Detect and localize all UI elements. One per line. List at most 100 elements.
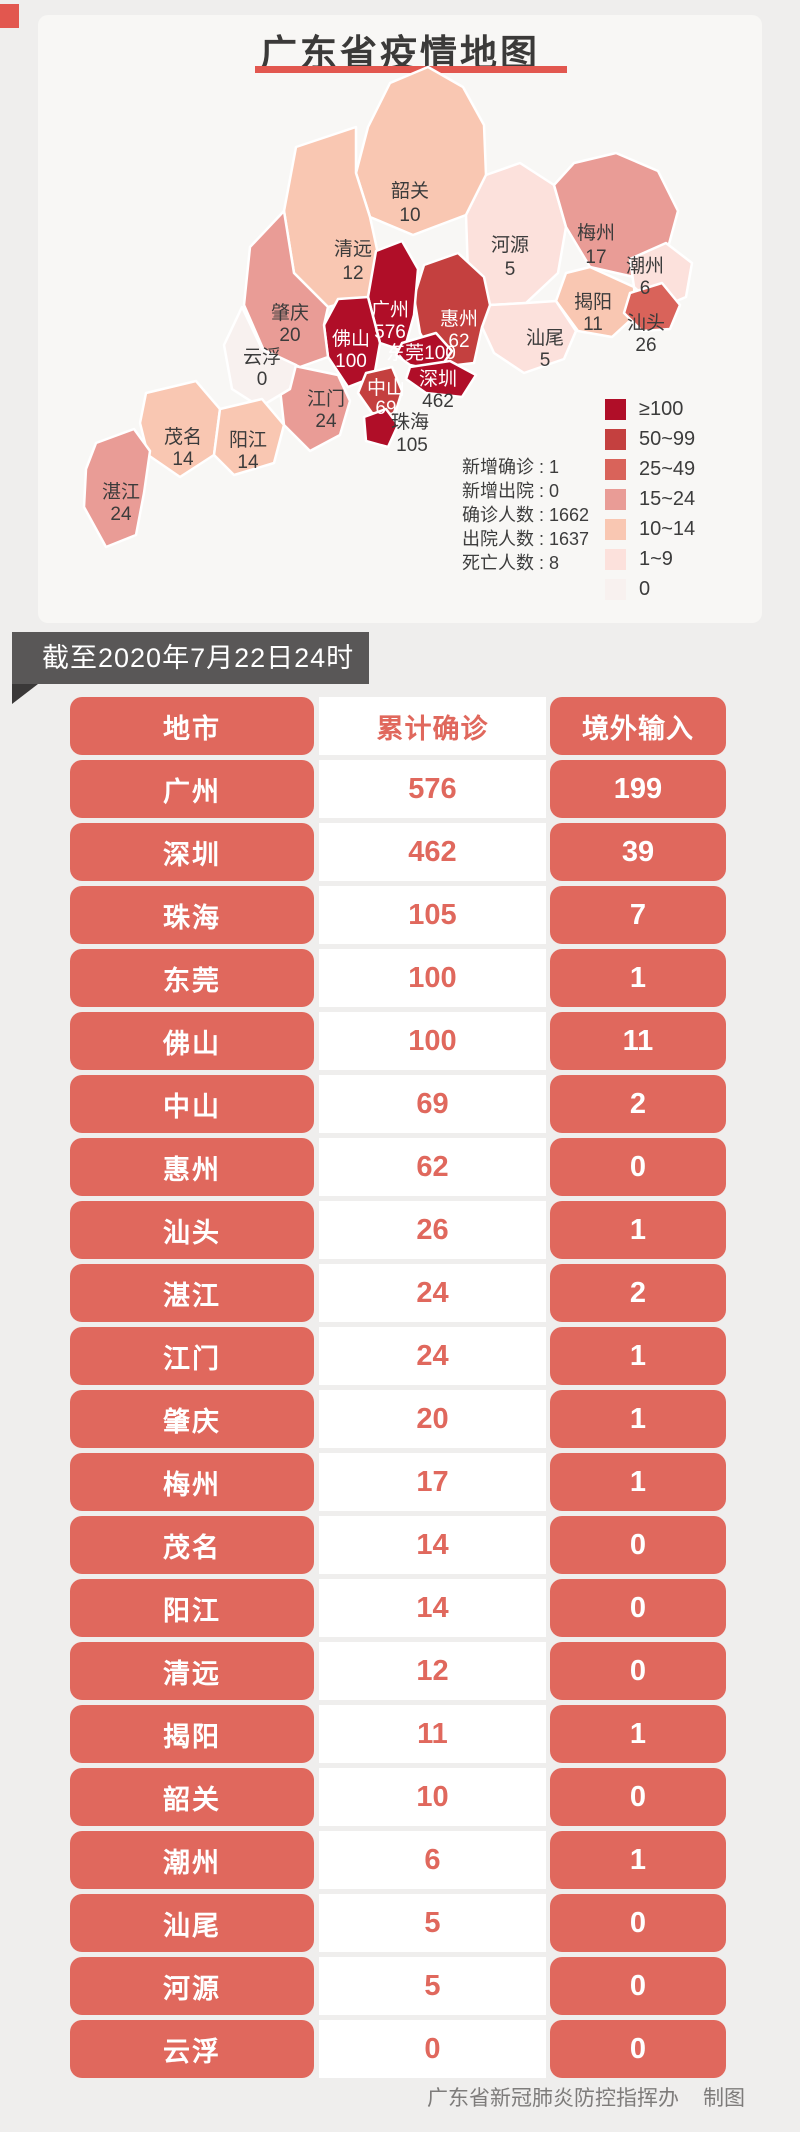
map-legend: ≥100 50~99 25~49 15~24 10~14 1~9 0 <box>605 394 695 604</box>
city-cell: 清远 <box>70 1642 314 1700</box>
table-row: 韶关 10 0 <box>70 1768 726 1826</box>
guangdong-choropleth-map: 韶关 10 清远 12 河源 5 梅州 17 潮州 6 揭阳 11 汕头 26 … <box>82 65 694 549</box>
map-region-zhanjiang <box>82 427 152 549</box>
city-cell: 深圳 <box>70 823 314 881</box>
map-label-shaoguan: 韶关 <box>391 180 429 202</box>
city-cell: 茂名 <box>70 1516 314 1574</box>
map-value-maoming: 14 <box>172 449 194 470</box>
table-row: 肇庆 20 1 <box>70 1390 726 1448</box>
map-label-qingyuan: 清远 <box>334 238 372 260</box>
stat-separator: : <box>534 481 550 501</box>
stat-separator: : <box>534 553 550 573</box>
map-region-shenzhen <box>404 359 478 399</box>
table-row: 清远 12 0 <box>70 1642 726 1700</box>
table-row: 惠州 62 0 <box>70 1138 726 1196</box>
imported-cell: 2 <box>550 1075 726 1133</box>
map-label-jiangmen: 江门 <box>307 388 345 410</box>
credit-text: 广东省新冠肺炎防控指挥办 <box>427 2087 679 2110</box>
legend-item: 15~24 <box>605 484 695 514</box>
imported-cell: 11 <box>550 1012 726 1070</box>
map-label-zhanjiang: 湛江 <box>102 481 140 503</box>
city-cell: 揭阳 <box>70 1705 314 1763</box>
imported-cell: 7 <box>550 886 726 944</box>
map-region-maoming <box>138 379 222 479</box>
map-value-chaozhou: 6 <box>640 278 651 299</box>
stat-line: 死亡人数 : 8 <box>462 551 589 575</box>
confirmed-cell: 24 <box>319 1327 546 1385</box>
map-label-maoming: 茂名 <box>164 426 202 448</box>
map-value-guangzhou: 576 <box>374 322 406 343</box>
map-value-jiangmen: 24 <box>315 411 337 432</box>
table-row: 深圳 462 39 <box>70 823 726 881</box>
imported-cell: 1 <box>550 949 726 1007</box>
confirmed-cell: 100 <box>319 1012 546 1070</box>
legend-label: 1~9 <box>639 547 673 570</box>
confirmed-cell: 11 <box>319 1705 546 1763</box>
imported-cell: 0 <box>550 1579 726 1637</box>
legend-label: 10~14 <box>639 517 696 540</box>
map-label-shenzhen: 深圳 <box>419 368 457 390</box>
legend-swatch <box>605 488 626 510</box>
stat-separator: : <box>534 529 550 549</box>
map-label-zhuhai: 珠海 <box>391 411 429 433</box>
table-row: 湛江 24 2 <box>70 1264 726 1322</box>
city-cell: 云浮 <box>70 2020 314 2078</box>
city-cell: 河源 <box>70 1957 314 2015</box>
column-header-imported: 境外输入 <box>550 697 726 755</box>
stat-value: 1662 <box>549 505 590 525</box>
confirmed-cell: 0 <box>319 2020 546 2078</box>
stat-separator: : <box>534 505 550 525</box>
map-label-shantou: 汕头 <box>627 312 665 334</box>
legend-swatch <box>605 518 626 540</box>
imported-cell: 0 <box>550 1642 726 1700</box>
map-value-shantou: 26 <box>635 335 656 356</box>
stat-value: 0 <box>549 481 560 501</box>
city-cell: 江门 <box>70 1327 314 1385</box>
table-row: 汕头 26 1 <box>70 1201 726 1259</box>
imported-cell: 0 <box>550 1768 726 1826</box>
table-row: 中山 69 2 <box>70 1075 726 1133</box>
map-label-shanwei: 汕尾 <box>526 327 564 349</box>
map-value-zhuhai: 105 <box>396 435 428 456</box>
map-value-shenzhen: 462 <box>422 391 454 412</box>
legend-item: 50~99 <box>605 424 695 454</box>
map-value-yangjiang: 14 <box>237 452 259 473</box>
confirmed-cell: 20 <box>319 1390 546 1448</box>
imported-cell: 0 <box>550 1894 726 1952</box>
confirmed-cell: 14 <box>319 1516 546 1574</box>
confirmed-cell: 5 <box>319 1957 546 2015</box>
table-row: 揭阳 11 1 <box>70 1705 726 1763</box>
city-cell: 梅州 <box>70 1453 314 1511</box>
legend-swatch <box>605 548 626 570</box>
imported-cell: 199 <box>550 760 726 818</box>
stat-line: 新增确诊 : 1 <box>462 455 589 479</box>
stat-label: 死亡人数 <box>462 553 534 573</box>
confirmed-cell: 100 <box>319 949 546 1007</box>
legend-item: ≥100 <box>605 394 695 424</box>
legend-item: 10~14 <box>605 514 695 544</box>
map-label-jieyang: 揭阳 <box>574 291 612 313</box>
column-header-confirmed: 累计确诊 <box>319 697 546 755</box>
confirmed-cell: 6 <box>319 1831 546 1889</box>
legend-label: 0 <box>639 577 651 600</box>
imported-cell: 1 <box>550 1453 726 1511</box>
city-cell: 汕尾 <box>70 1894 314 1952</box>
stat-value: 1 <box>549 457 560 477</box>
footer-credit: 广东省新冠肺炎防控指挥办 制图 <box>427 2082 745 2112</box>
legend-label: 15~24 <box>639 487 696 510</box>
imported-cell: 0 <box>550 1138 726 1196</box>
legend-item: 0 <box>605 574 695 604</box>
map-label-zhaoqing: 肇庆 <box>271 302 309 324</box>
stat-label: 确诊人数 <box>462 505 534 525</box>
legend-item: 25~49 <box>605 454 695 484</box>
stat-label: 出院人数 <box>462 529 534 549</box>
imported-cell: 1 <box>550 1831 726 1889</box>
map-value-zhaoqing: 20 <box>279 325 300 346</box>
map-value-yunfu: 0 <box>257 369 268 390</box>
map-label-yunfu: 云浮 <box>243 346 281 368</box>
legend-swatch <box>605 398 626 420</box>
map-label-dongguan: 东莞100 <box>386 342 456 364</box>
stat-label: 新增确诊 <box>462 457 534 477</box>
stat-value: 1637 <box>549 529 590 549</box>
